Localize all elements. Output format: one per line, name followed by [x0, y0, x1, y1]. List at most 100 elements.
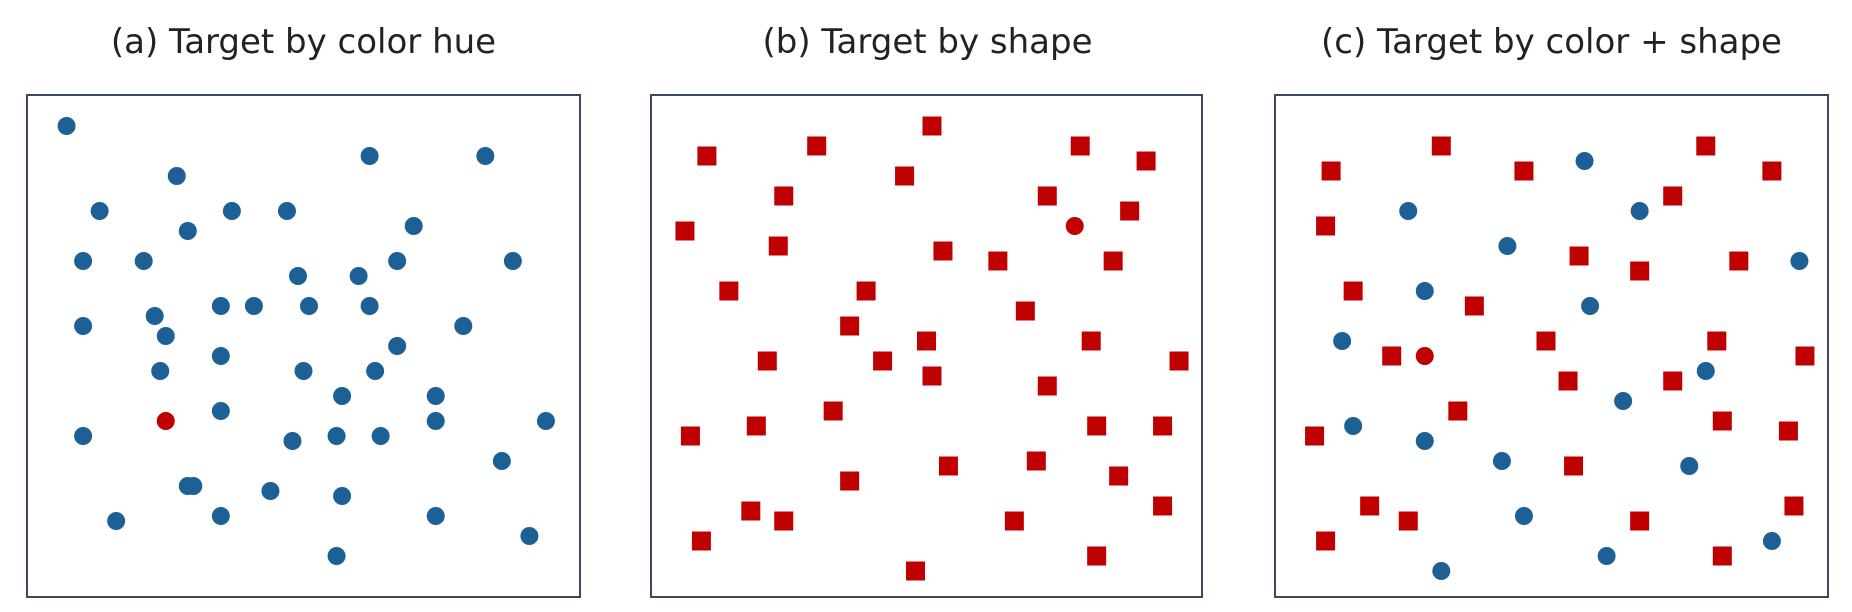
blue-circle-marker — [283, 432, 302, 450]
red-square-marker — [1120, 201, 1140, 221]
blue-circle-marker — [349, 267, 368, 285]
blue-circle-marker — [388, 252, 407, 270]
blue-circle-marker — [57, 117, 76, 135]
blue-circle-marker — [211, 297, 230, 315]
blue-circle-marker — [1581, 297, 1600, 315]
blue-circle-marker — [1614, 392, 1633, 410]
blue-circle-marker — [1630, 202, 1649, 220]
red-square-marker — [1663, 371, 1683, 391]
blue-circle-marker — [333, 387, 352, 405]
blue-circle-marker — [134, 252, 153, 270]
panel-a-canvas — [57, 117, 555, 565]
red-square-marker — [1153, 416, 1173, 436]
red-square-marker — [1081, 331, 1101, 351]
red-square-marker — [823, 401, 843, 421]
red-square-marker — [757, 351, 777, 371]
red-square-marker — [1536, 331, 1556, 351]
red-square-marker — [1087, 546, 1107, 566]
red-square-marker — [807, 136, 827, 156]
red-square-marker — [1316, 531, 1336, 551]
blue-circle-marker — [366, 362, 385, 380]
panel-c-frame — [1274, 94, 1829, 598]
panel-b-canvas — [675, 116, 1189, 581]
red-square-marker — [933, 241, 953, 261]
red-square-marker — [1398, 511, 1418, 531]
blue-circle-marker — [1432, 562, 1451, 580]
red-square-marker — [1004, 511, 1024, 531]
red-square-marker — [774, 186, 794, 206]
blue-circle-marker — [360, 297, 379, 315]
red-square-marker — [1343, 281, 1363, 301]
blue-circle-marker — [74, 252, 93, 270]
red-square-marker — [1564, 456, 1584, 476]
blue-circle-marker — [476, 147, 495, 165]
blue-circle-marker — [1498, 237, 1517, 255]
red-square-marker — [1729, 251, 1749, 271]
red-square-marker — [1087, 416, 1107, 436]
red-square-marker — [1037, 376, 1057, 396]
red-square-marker — [1569, 246, 1589, 266]
red-square-marker — [1784, 496, 1804, 516]
red-square-marker — [719, 281, 739, 301]
blue-circle-marker — [288, 267, 307, 285]
panel-b-title: (b) Target by shape — [762, 22, 1093, 62]
red-square-marker — [1015, 301, 1035, 321]
blue-circle-marker — [327, 547, 346, 565]
blue-circle-marker — [454, 317, 473, 335]
blue-circle-marker — [294, 362, 313, 380]
blue-circle-marker — [1492, 452, 1511, 470]
blue-circle-marker — [388, 337, 407, 355]
blue-circle-marker — [300, 297, 319, 315]
blue-circle-marker — [1790, 252, 1809, 270]
blue-circle-marker — [503, 252, 522, 270]
blue-circle-marker — [211, 347, 230, 365]
red-square-marker — [1109, 466, 1129, 486]
red-circle-marker — [1065, 217, 1084, 235]
blue-circle-marker — [426, 412, 445, 430]
blue-circle-marker — [404, 217, 423, 235]
red-square-marker — [1712, 546, 1732, 566]
red-square-marker — [917, 331, 936, 351]
red-square-marker — [1136, 151, 1156, 171]
blue-circle-marker — [1415, 282, 1434, 300]
red-square-marker — [1026, 451, 1046, 471]
red-square-marker — [768, 236, 788, 256]
red-square-marker — [741, 501, 761, 521]
red-square-marker — [1305, 426, 1325, 446]
blue-circle-marker — [426, 387, 445, 405]
red-square-marker — [1431, 136, 1451, 156]
red-square-marker — [1778, 421, 1798, 441]
panel-b-frame — [650, 94, 1203, 598]
blue-circle-marker — [1597, 547, 1616, 565]
blue-circle-marker — [492, 452, 511, 470]
red-square-marker — [1795, 346, 1815, 366]
red-square-marker — [1630, 511, 1650, 531]
red-circle-marker — [156, 412, 175, 430]
blue-circle-marker — [107, 512, 126, 530]
red-square-marker — [691, 531, 711, 551]
blue-circle-marker — [327, 427, 346, 445]
panel-a-frame — [26, 94, 581, 598]
blue-circle-marker — [90, 202, 109, 220]
blue-circle-marker — [1696, 362, 1715, 380]
panel-a-title: (a) Target by color hue — [110, 22, 497, 62]
blue-circle-marker — [145, 307, 164, 325]
blue-circle-marker — [1680, 457, 1699, 475]
red-square-marker — [840, 471, 860, 491]
red-square-marker — [1630, 261, 1650, 281]
blue-circle-marker — [1762, 532, 1781, 550]
blue-circle-marker — [244, 297, 263, 315]
blue-circle-marker — [1333, 332, 1352, 350]
red-square-marker — [1103, 251, 1123, 271]
blue-circle-marker — [1344, 417, 1363, 435]
panel-c-title: (c) Target by color + shape — [1321, 22, 1782, 62]
red-square-marker — [1321, 161, 1341, 181]
red-square-marker — [746, 416, 766, 436]
blue-circle-marker — [1399, 202, 1418, 220]
red-square-marker — [1382, 346, 1402, 366]
red-square-marker — [1464, 296, 1484, 316]
red-square-marker — [1514, 161, 1534, 181]
red-square-marker — [1316, 216, 1336, 236]
blue-circle-marker — [211, 402, 230, 420]
red-square-marker — [680, 426, 700, 446]
